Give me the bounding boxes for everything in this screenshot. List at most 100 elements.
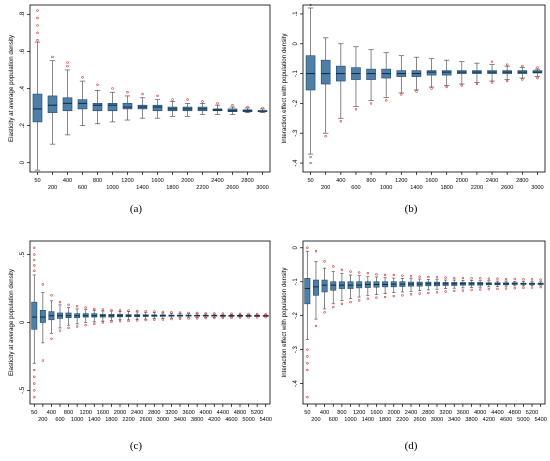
x-tick-label: 800 bbox=[366, 178, 375, 184]
outlier-point bbox=[461, 289, 465, 292]
outlier-point bbox=[156, 94, 159, 98]
outlier-point bbox=[204, 312, 207, 315]
outlier-point bbox=[96, 83, 99, 86]
outlier-point bbox=[453, 276, 456, 280]
x-tick-label: 1000 bbox=[106, 185, 118, 191]
outlier-point bbox=[461, 276, 465, 280]
x-tick-label: 2000 bbox=[456, 178, 468, 184]
outlier-point bbox=[58, 329, 62, 332]
outlier-point bbox=[536, 76, 539, 80]
chart-panel-a: 0 .2 .4 .6 .8 Elasticity at average populatio… bbox=[0, 0, 275, 222]
outlier-point bbox=[144, 318, 147, 322]
x-tick-label: 1800 bbox=[166, 185, 178, 191]
outlier-point bbox=[67, 303, 70, 307]
x-tick-label: 1400 bbox=[136, 185, 148, 191]
chart-d-svg: -.4 -.3 -.2 -.1 0 Interaction effect with pop… bbox=[281, 240, 547, 423]
outlier-point bbox=[261, 106, 264, 110]
outlier-point bbox=[161, 318, 165, 321]
outlier-point bbox=[522, 286, 525, 290]
outlier-point bbox=[66, 61, 69, 64]
x-tick-label: 50 bbox=[307, 178, 313, 184]
outlier-point bbox=[435, 276, 439, 279]
outlier-point bbox=[427, 291, 430, 295]
x-tick-label: 4000 bbox=[474, 410, 486, 416]
outlier-point bbox=[427, 275, 430, 279]
x-tick-label: 2800 bbox=[422, 410, 434, 416]
outlier-point bbox=[264, 313, 267, 316]
outlier-point bbox=[171, 98, 174, 101]
y-tick-label: 0 bbox=[293, 41, 299, 45]
outlier-point bbox=[357, 299, 361, 302]
outlier-point bbox=[309, 3, 312, 7]
y-tick-label: -.2 bbox=[293, 312, 299, 320]
outlier-point bbox=[170, 317, 173, 321]
box-iqr bbox=[304, 278, 311, 305]
outlier-point bbox=[375, 273, 378, 276]
outlier-point bbox=[470, 288, 473, 292]
x-tick-label: 800 bbox=[337, 410, 346, 416]
x-tick-label: 600 bbox=[329, 417, 338, 423]
outlier-point bbox=[135, 319, 139, 322]
outlier-point bbox=[50, 294, 53, 297]
outlier-point bbox=[349, 270, 352, 273]
outlier-point bbox=[33, 396, 36, 399]
outlier-point bbox=[66, 65, 69, 68]
y-tick-label: .8 bbox=[20, 11, 26, 17]
x-tick-label: 2600 bbox=[226, 185, 238, 191]
x-tick-label: 400 bbox=[47, 410, 56, 416]
y-tick-label: -.1 bbox=[293, 278, 299, 286]
x-tick-label: 1600 bbox=[151, 178, 163, 184]
outlier-point bbox=[496, 277, 499, 280]
outlier-point bbox=[111, 87, 114, 90]
outlier-point bbox=[230, 312, 233, 315]
x-tick-label: 3000 bbox=[431, 417, 443, 423]
box-iqr bbox=[366, 68, 376, 80]
outlier-point bbox=[33, 368, 36, 372]
x-tick-label: 3800 bbox=[191, 417, 203, 423]
x-tick-label: 1200 bbox=[121, 178, 133, 184]
x-tick-label: 4800 bbox=[509, 410, 521, 416]
outlier-point bbox=[127, 309, 130, 312]
box-iqr bbox=[107, 103, 118, 112]
outlier-point bbox=[504, 277, 508, 281]
chart-panel-d: -.4 -.3 -.2 -.1 0 Interaction effect with pop… bbox=[275, 236, 550, 461]
x-tick-label: 2200 bbox=[196, 185, 208, 191]
box-iqr bbox=[441, 70, 452, 76]
outlier-point bbox=[110, 320, 113, 324]
y-tick-label: -.3 bbox=[293, 346, 299, 354]
x-tick-label: 4200 bbox=[483, 417, 495, 423]
outlier-point bbox=[314, 249, 318, 253]
y-tick-label: 0 bbox=[20, 160, 26, 164]
outlier-point bbox=[101, 308, 105, 311]
outlier-point bbox=[530, 278, 534, 281]
outlier-point bbox=[354, 108, 358, 111]
x-tick-label: 2600 bbox=[501, 185, 513, 191]
outlier-point bbox=[460, 84, 464, 87]
outlier-point bbox=[400, 93, 403, 96]
outlier-point bbox=[33, 382, 36, 385]
chart-a-svg: 0 .2 .4 .6 .8 Elasticity at average populatio… bbox=[8, 4, 271, 191]
x-tick-label: 2800 bbox=[148, 410, 160, 416]
outlier-point bbox=[186, 98, 189, 101]
outlier-point bbox=[521, 78, 524, 81]
chart-b-caption: (b) bbox=[404, 203, 418, 215]
x-tick-label: 3400 bbox=[448, 417, 460, 423]
outlier-point bbox=[238, 316, 242, 319]
x-tick-label: 50 bbox=[304, 410, 310, 416]
y-tick-label: -.4 bbox=[293, 379, 299, 387]
outlier-point bbox=[444, 290, 447, 293]
x-tick-label: 2800 bbox=[516, 178, 528, 184]
outlier-point bbox=[41, 283, 45, 286]
outlier-point bbox=[204, 316, 207, 320]
outlier-point bbox=[58, 300, 62, 304]
outlier-point bbox=[306, 362, 309, 365]
x-tick-label: 4600 bbox=[500, 417, 512, 423]
x-tick-label: 2000 bbox=[388, 410, 400, 416]
y-tick-label: .4 bbox=[20, 85, 26, 91]
plot-frame bbox=[302, 240, 546, 405]
outlier-point bbox=[264, 315, 267, 319]
outlier-point bbox=[453, 289, 456, 293]
outlier-point bbox=[144, 310, 147, 313]
x-tick-label: 1800 bbox=[379, 417, 391, 423]
outlier-point bbox=[221, 312, 225, 315]
